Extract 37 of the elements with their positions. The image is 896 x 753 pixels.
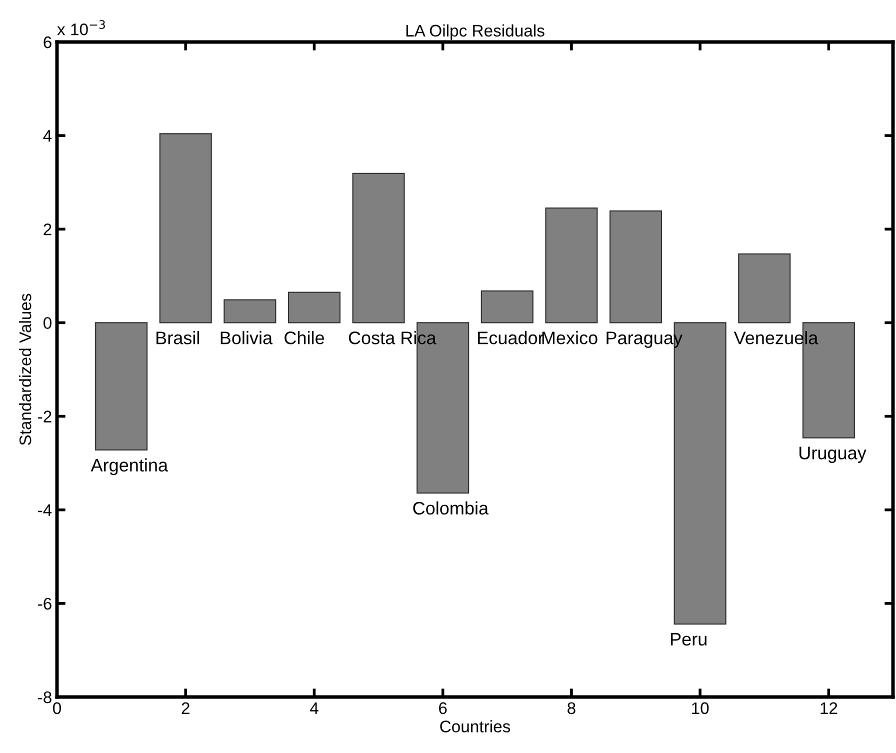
text: x 10$^{−3}$ [57, 20, 105, 36]
bar [352, 172, 405, 324]
bar [480, 290, 534, 324]
x-tick-label: 10 [692, 702, 709, 714]
bar [609, 210, 662, 324]
annotation: Brasil [156, 331, 199, 344]
y-tick-label: -4 [38, 504, 52, 516]
y-tick-label: -6 [38, 598, 52, 610]
bar [738, 253, 791, 324]
annotation: Chile [284, 331, 324, 344]
y-tick-label: -2 [38, 410, 52, 422]
annotation: Ecuador [478, 331, 544, 344]
y-tick-label: 6 [44, 36, 52, 48]
annotation: Bolivia [220, 331, 273, 344]
annotation: Mexico [542, 331, 598, 344]
bar [545, 208, 598, 324]
annotation: Uruguay [800, 446, 866, 463]
bar [224, 299, 276, 324]
x-tick-label: 8 [568, 702, 576, 714]
x-tick-label: 0 [53, 702, 61, 714]
y-tick-label: 4 [43, 130, 52, 142]
y-tick-label: 2 [44, 224, 52, 236]
x-tick-label: 12 [820, 702, 838, 714]
x-tick-label: 2 [182, 702, 190, 714]
chart-title: LA Oilpc Residuals [406, 24, 544, 40]
y-axis-title: Standardized Values [19, 294, 32, 446]
bar [95, 322, 148, 451]
x-axis-title: Countries [440, 720, 510, 732]
annotation: Colombia [413, 501, 489, 515]
x-tick-label: 6 [439, 702, 447, 714]
annotation: Argentina [90, 458, 168, 476]
bar [288, 292, 341, 324]
y-tick-label: -8 [38, 691, 52, 704]
bar [159, 133, 212, 324]
annotation: Peru [671, 633, 706, 646]
x-tick-label: 4 [310, 702, 318, 714]
y-tick-label: 0 [44, 317, 52, 329]
